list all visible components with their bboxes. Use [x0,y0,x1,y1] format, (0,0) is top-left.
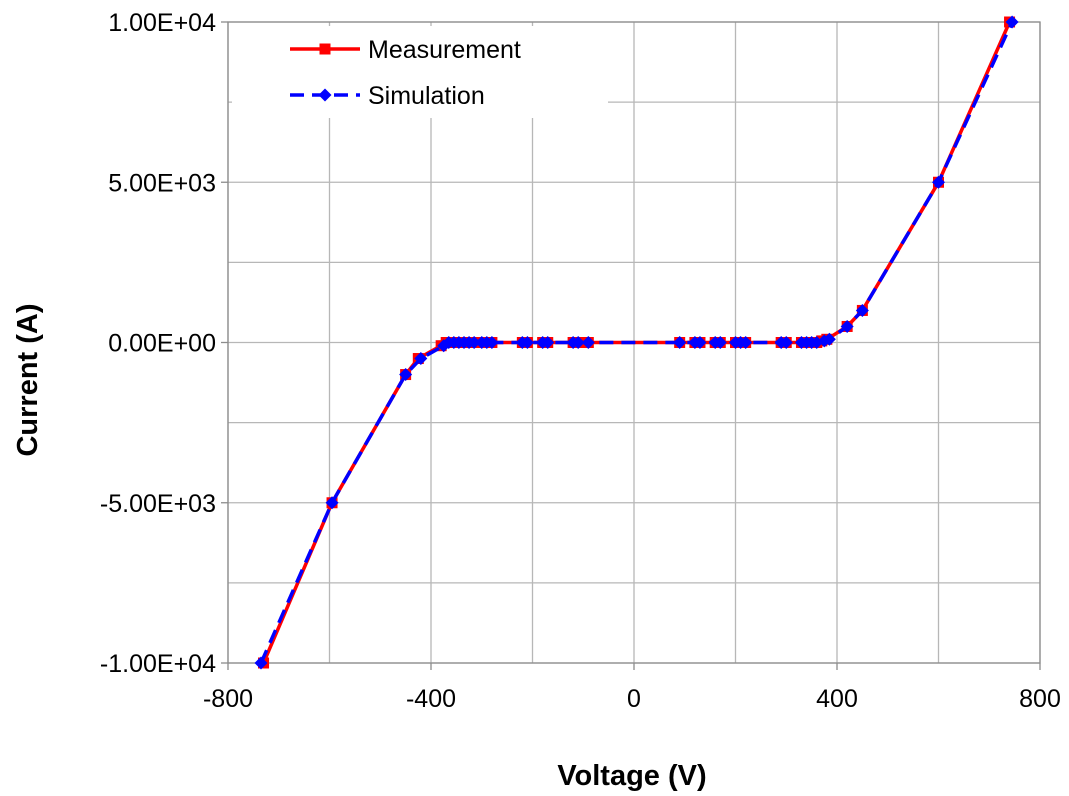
data-point [713,336,727,349]
x-tick-label: -800 [203,685,253,713]
data-point [822,332,836,346]
legend: Measurement Simulation [232,26,608,118]
data-point [541,336,555,349]
data-point [485,336,499,349]
x-tick-label: 800 [1019,685,1061,713]
y-axis-title: Current (A) [12,303,44,456]
data-series [254,15,1019,670]
data-point [325,496,339,510]
data-point [254,656,268,670]
data-point [399,368,413,382]
x-tick-label: 0 [627,685,641,713]
legend-label-measurement: Measurement [368,36,521,64]
data-point [673,336,687,349]
data-point [571,336,585,349]
x-tick-label: -400 [406,685,456,713]
data-point [318,88,332,102]
data-point [467,336,481,349]
data-point [581,336,595,349]
data-point [779,336,793,349]
y-tick-label: 5.00E+03 [108,169,216,197]
series-simulation [254,15,1019,670]
y-tick-label: 1.00E+04 [108,9,216,37]
legend-box [232,26,608,118]
data-point [693,336,707,349]
data-point [932,175,945,189]
data-point [319,43,331,55]
data-point [1005,15,1019,29]
x-axis-title: Voltage (V) [557,760,706,792]
y-tick-label: -5.00E+03 [100,490,216,518]
data-point [739,336,753,349]
data-point [520,336,534,349]
y-tick-label: 0.00E+00 [108,330,216,358]
data-point [840,319,854,333]
x-tick-label: 400 [816,685,858,713]
data-point [855,303,869,317]
tick-labels: -800 -400 0 400 800 -1.00E+04 -5.00E+03 0.00E+0… [100,9,1061,713]
y-tick-label: -1.00E+04 [100,650,216,678]
data-point [414,352,428,366]
legend-label-simulation: Simulation [368,82,485,110]
axes [221,21,1041,670]
